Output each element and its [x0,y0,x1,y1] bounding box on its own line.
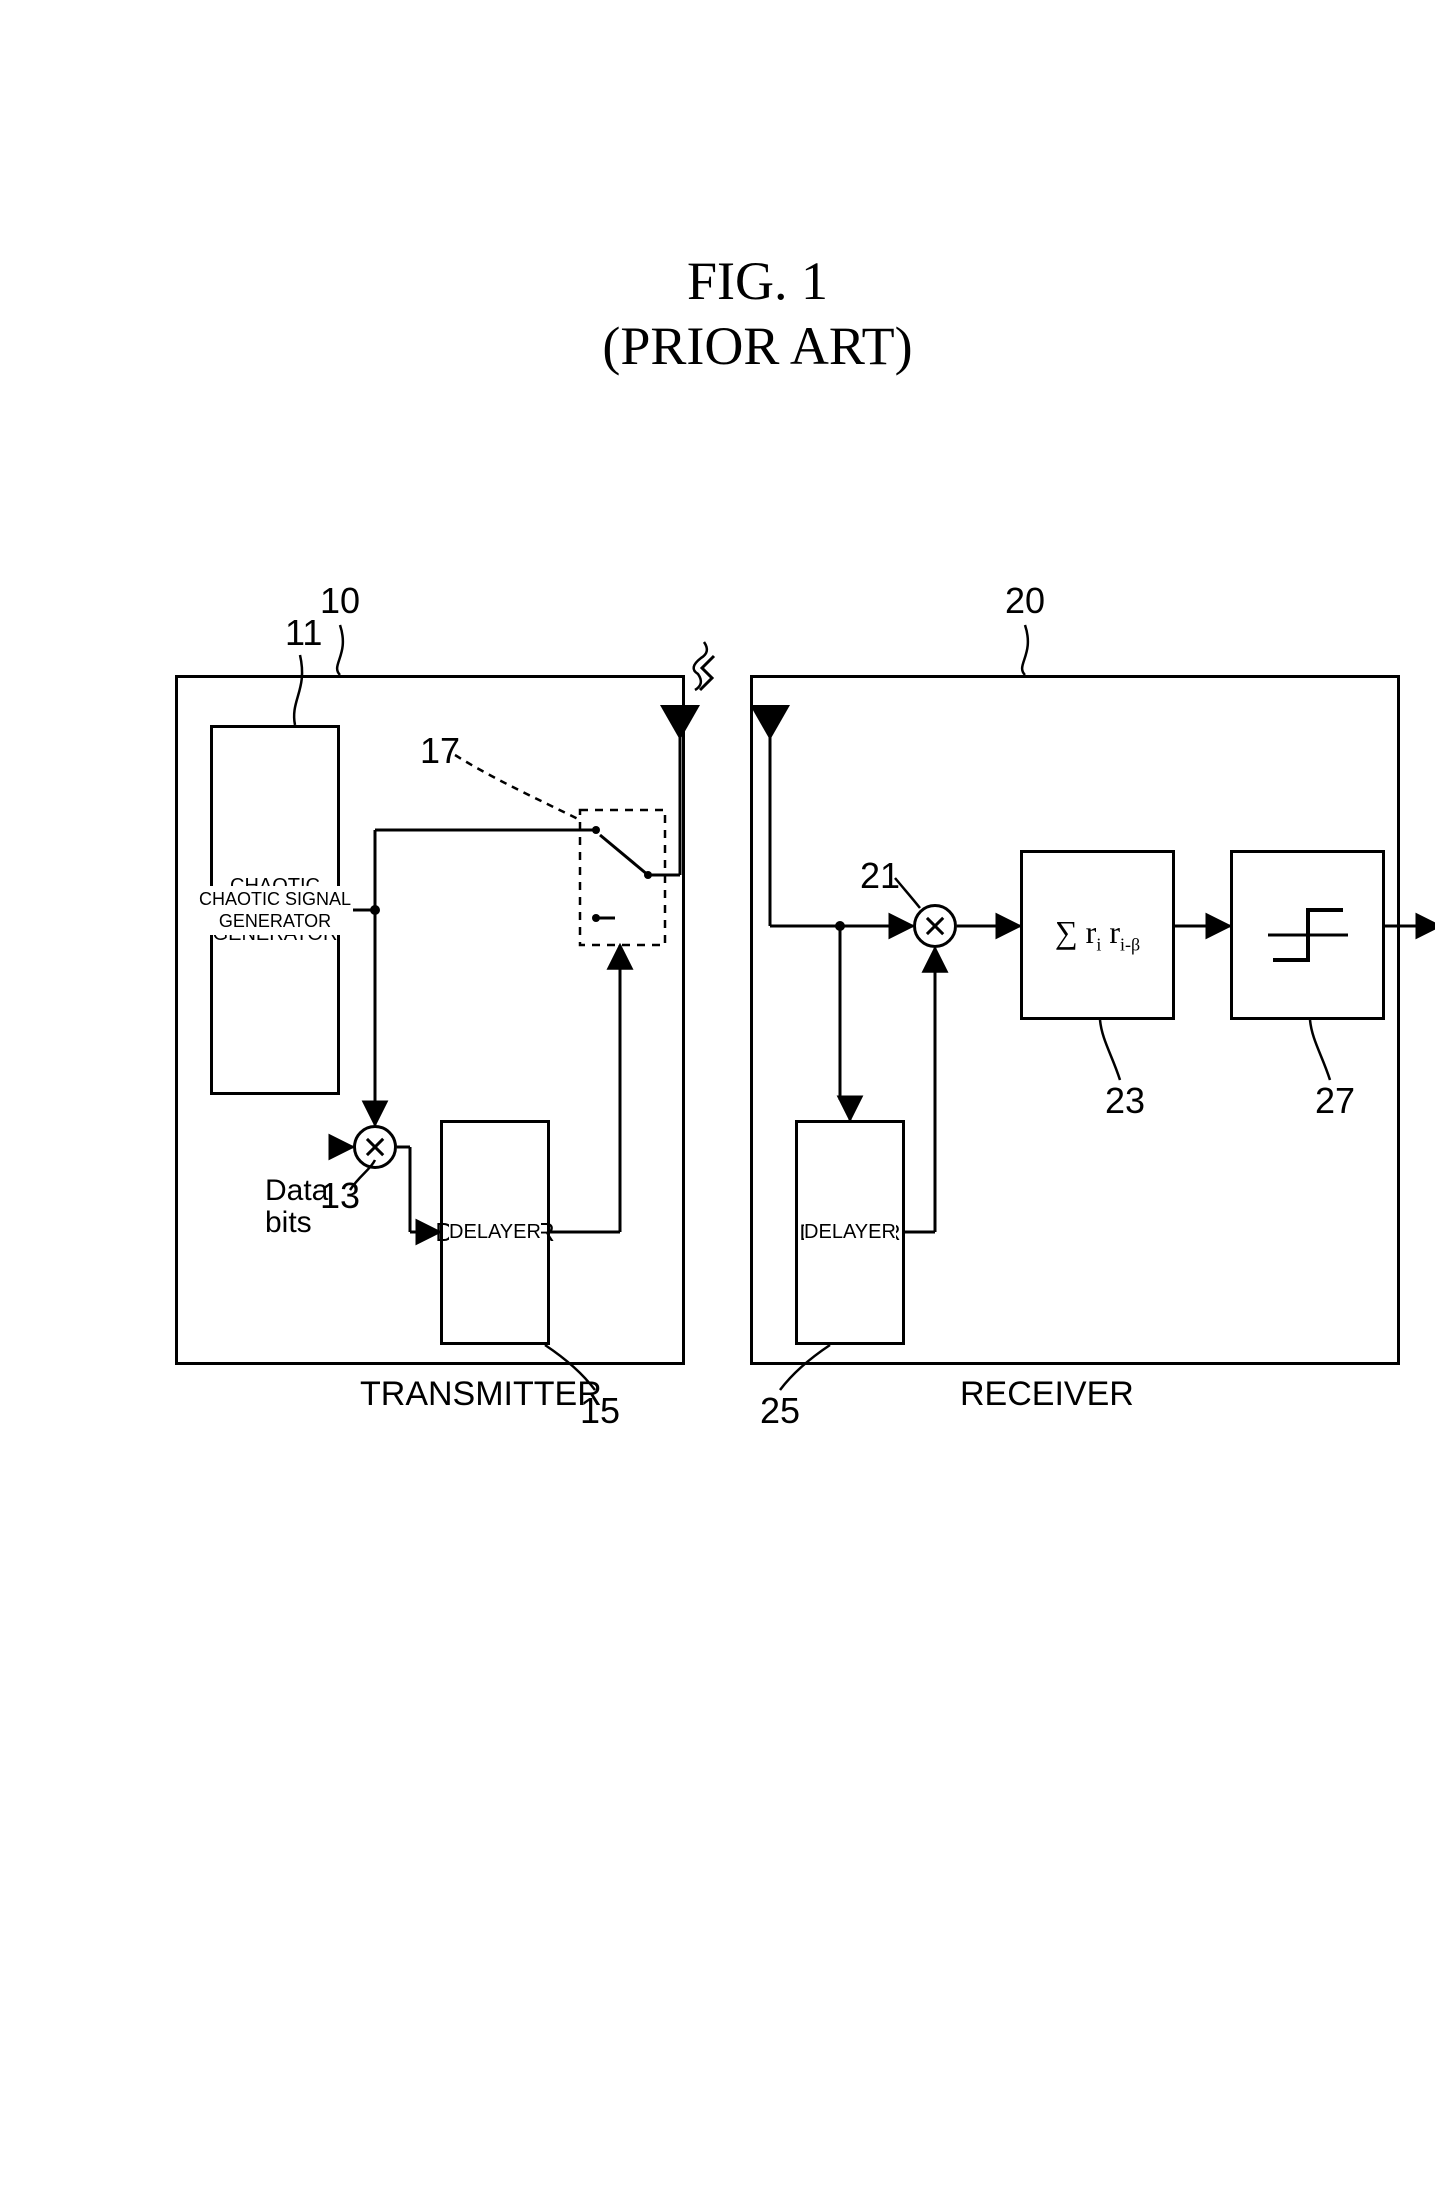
rx-delayer-text: DELAYER [799,1220,900,1246]
ref-17: 17 [420,730,460,772]
ref-13: 13 [320,1175,360,1217]
correlator-block: ∑ ri ri-β [1020,850,1175,1020]
data-bits-label: Databits [265,1175,328,1238]
step-icon [1263,890,1353,980]
ref-21: 21 [860,855,900,897]
ref-10: 10 [320,580,360,622]
threshold-block [1230,850,1385,1020]
transmitter-mixer [353,1125,397,1169]
ref-23: 23 [1105,1080,1145,1122]
receiver-mixer [913,904,957,948]
figure-canvas: FIG. 1 (PRIOR ART) TRANSMITTER CHAOTIC S… [40,40,1435,2155]
transmitter-label: TRANSMITTER [360,1375,602,1414]
chaotic-text-overlay: CHAOTIC SIGNAL GENERATOR [210,725,340,1095]
ref-15: 15 [580,1390,620,1432]
ref-25: 25 [760,1390,800,1432]
figure-title-2: (PRIOR ART) [40,315,1435,377]
chaotic-w1: CHAOTIC SIGNAL [230,875,320,921]
chaotic-w2: GENERATOR [213,923,338,945]
receiver-delayer: DELAYER [795,1120,905,1345]
ref-20: 20 [1005,580,1045,622]
ref-27: 27 [1315,1080,1355,1122]
figure-title-1: FIG. 1 [40,250,1435,312]
receiver-label: RECEIVER [960,1375,1134,1414]
correlator-expr: ∑ ri ri-β [1055,914,1140,955]
ref-11: 11 [285,612,322,654]
tx-delayer-text-real [440,1120,550,1345]
